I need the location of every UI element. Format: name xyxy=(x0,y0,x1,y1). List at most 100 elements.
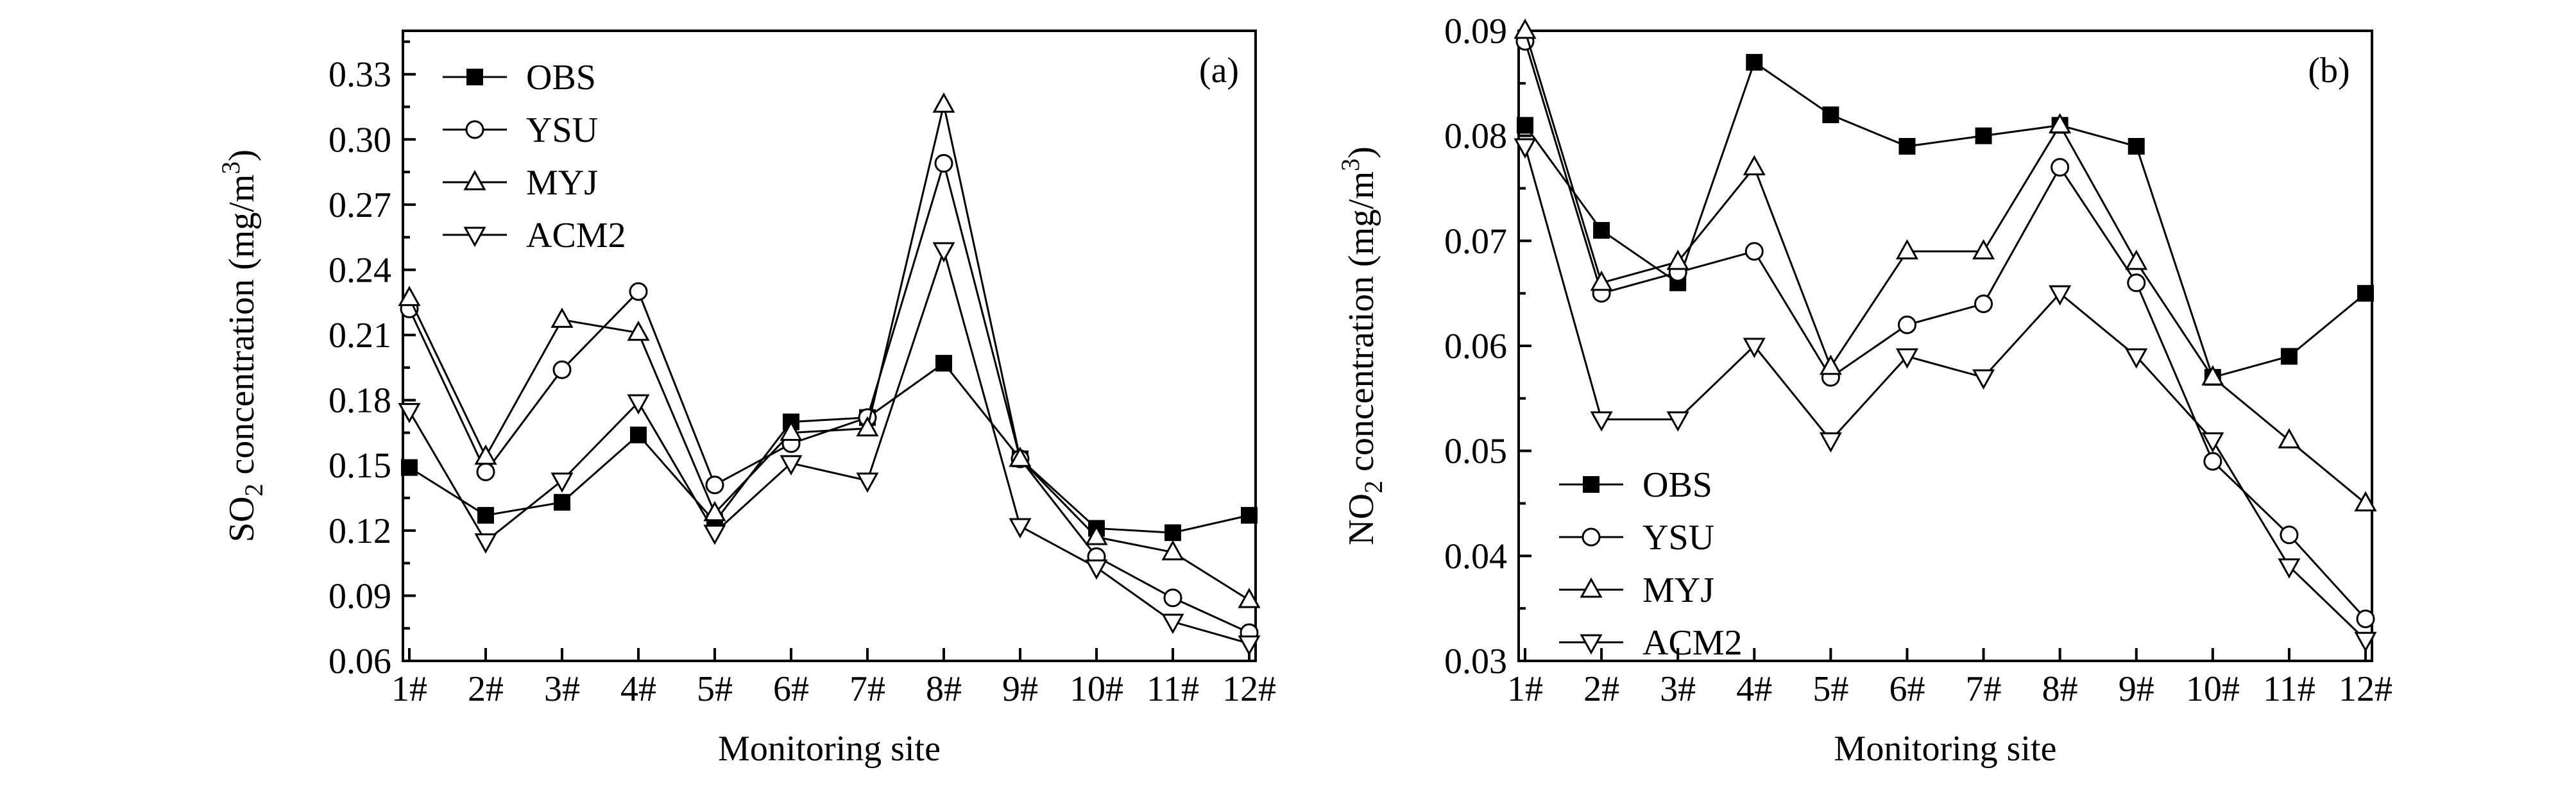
data-point-obs xyxy=(1746,54,1763,71)
legend-label-ysu: YSU xyxy=(1642,518,1714,558)
legend-marker-acm2 xyxy=(1580,634,1603,655)
series-obs xyxy=(401,355,1258,542)
x-tick-label: 3# xyxy=(1660,669,1696,709)
x-tick-label: 4# xyxy=(1736,669,1772,709)
series-line-obs xyxy=(1524,60,2366,379)
data-point-acm2 xyxy=(1666,411,1689,432)
data-point-ysu xyxy=(629,282,648,301)
y-tick-label: 0.27 xyxy=(328,185,391,225)
y-tick-label: 0.30 xyxy=(328,120,391,160)
y-axis-title-superscript: 3 xyxy=(1336,158,1365,171)
data-point-obs xyxy=(2357,285,2374,302)
x-axis-title: Monitoring site xyxy=(718,729,941,769)
y-tick-label: 0.06 xyxy=(328,642,391,681)
data-point-ysu xyxy=(1974,295,1993,314)
series-line-ysu xyxy=(1524,40,2367,620)
legend-marker-acm2 xyxy=(463,227,486,248)
data-point-acm2 xyxy=(1085,559,1108,580)
data-point-myj xyxy=(1590,270,1613,291)
y-tick-label: 0.07 xyxy=(1444,221,1507,261)
x-tick-label: 11# xyxy=(1147,669,1199,709)
series-line-myj xyxy=(408,104,1250,601)
series-line-acm2 xyxy=(1524,146,2367,641)
data-point-ysu xyxy=(1744,242,1764,261)
data-point-obs xyxy=(477,507,494,524)
x-tick-label: 10# xyxy=(2186,669,2240,709)
data-point-acm2 xyxy=(1743,338,1766,359)
x-tick-label: 9# xyxy=(1002,669,1038,709)
data-point-myj xyxy=(474,444,497,465)
x-tick-label: 1# xyxy=(1507,669,1543,709)
data-point-acm2 xyxy=(1972,369,1995,390)
x-axis-title: Monitoring site xyxy=(1834,729,2057,769)
legend-label-acm2: ACM2 xyxy=(1642,623,1743,663)
data-point-obs xyxy=(1593,221,1610,239)
x-tick-label: 1# xyxy=(391,669,427,709)
data-point-ysu xyxy=(2127,273,2146,293)
data-point-myj xyxy=(1743,155,1766,176)
data-point-ysu xyxy=(2051,158,2070,177)
legend-marker-obs xyxy=(1583,476,1599,493)
data-point-acm2 xyxy=(1514,138,1537,159)
data-point-acm2 xyxy=(2354,631,2377,653)
data-point-acm2 xyxy=(1161,613,1184,635)
legend-label-ysu: YSU xyxy=(526,110,598,150)
data-point-obs xyxy=(1164,524,1181,542)
data-point-obs xyxy=(401,459,418,476)
legend-label-obs: OBS xyxy=(526,58,596,98)
data-point-acm2 xyxy=(2201,432,2224,453)
data-point-myj xyxy=(1666,249,1689,270)
x-tick-label: 4# xyxy=(620,669,656,709)
x-tick-label: 2# xyxy=(468,669,504,709)
y-tick-label: 0.24 xyxy=(328,250,391,290)
data-point-myj xyxy=(627,320,650,341)
data-point-ysu xyxy=(2356,610,2375,629)
plot-frame xyxy=(402,30,1257,662)
x-tick-label: 11# xyxy=(2263,669,2316,709)
data-point-myj xyxy=(1514,18,1537,39)
series-line-obs xyxy=(409,362,1250,534)
legend-label-obs: OBS xyxy=(1642,465,1712,505)
y-tick-label: 0.33 xyxy=(328,55,391,95)
data-point-myj xyxy=(856,416,879,437)
legend-marker-myj xyxy=(463,169,486,191)
data-point-ysu xyxy=(1897,315,1916,334)
data-point-myj xyxy=(1895,239,1919,260)
x-tick-label: 6# xyxy=(1889,669,1925,709)
data-point-acm2 xyxy=(1590,411,1613,432)
y-axis-title-middle: concentration (mg/m xyxy=(1342,171,1381,481)
y-tick-label: 0.18 xyxy=(328,381,391,421)
data-point-obs xyxy=(1898,138,1916,155)
data-point-myj xyxy=(2125,249,2148,270)
data-point-acm2 xyxy=(780,455,803,475)
y-axis-title-subscript: 2 xyxy=(1359,481,1388,493)
data-point-acm2 xyxy=(474,533,497,554)
data-point-acm2 xyxy=(2125,348,2148,369)
legend-label-myj: MYJ xyxy=(526,163,598,203)
data-point-ysu xyxy=(705,475,724,495)
data-point-myj xyxy=(550,307,574,328)
series-acm2 xyxy=(398,242,1261,656)
series-line-acm2 xyxy=(408,246,1250,645)
series-line-myj xyxy=(1524,30,2366,504)
y-axis-title-prefix: NO xyxy=(1342,493,1381,545)
data-point-ysu xyxy=(934,154,953,173)
x-tick-label: 8# xyxy=(926,669,962,709)
legend: OBS YSU MYJ ACM2 xyxy=(1559,465,1743,663)
data-point-myj xyxy=(1972,239,1995,260)
x-tick-label: 2# xyxy=(1583,669,1619,709)
chart-panel-b: 0.03 0.04 0.05 0.06 0.07 0.08 0.09 1# 2# 3# 4# 5# 6#… xyxy=(1336,12,2393,769)
data-point-ysu xyxy=(552,360,572,379)
y-tick-label: 0.15 xyxy=(328,446,391,486)
panel-label: (b) xyxy=(2308,51,2350,90)
legend-marker-myj xyxy=(1580,577,1603,598)
data-point-acm2 xyxy=(1819,432,1842,453)
chart-panel-a: 0.06 0.09 0.12 0.15 0.18 0.21 0.24 0.27 0.30 0.33… xyxy=(216,30,1276,769)
y-tick-label: 0.09 xyxy=(328,576,391,616)
data-point-acm2 xyxy=(703,524,726,545)
data-point-acm2 xyxy=(2278,558,2301,579)
series-myj xyxy=(398,92,1261,608)
data-point-obs xyxy=(2280,348,2298,365)
y-axis-title-prefix: SO xyxy=(222,497,262,543)
x-tick-label: 12# xyxy=(1222,669,1276,709)
